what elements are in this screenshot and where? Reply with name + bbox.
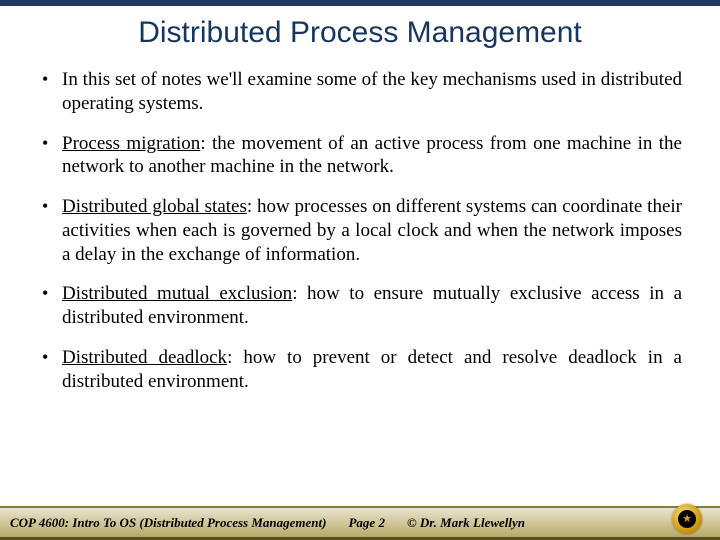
- footer-text: COP 4600: Intro To OS (Distributed Proce…: [0, 515, 525, 531]
- bullet-lead-term: Distributed deadlock: [62, 347, 227, 368]
- bullet-item: In this set of notes we'll examine some …: [38, 68, 682, 116]
- header-accent-bar: [0, 0, 720, 6]
- bullet-text: In this set of notes we'll examine some …: [62, 69, 682, 114]
- logo-star-icon: ★: [682, 514, 692, 525]
- bullet-list: In this set of notes we'll examine some …: [38, 68, 682, 393]
- content-area: In this set of notes we'll examine some …: [0, 68, 720, 393]
- footer-course: COP 4600: Intro To OS (Distributed Proce…: [10, 515, 326, 531]
- logo-inner-circle: ★: [678, 510, 696, 528]
- bullet-item: Distributed deadlock: how to prevent or …: [38, 346, 682, 394]
- bullet-lead-term: Distributed mutual exclusion: [62, 283, 292, 304]
- footer-bar: COP 4600: Intro To OS (Distributed Proce…: [0, 506, 720, 540]
- footer-author: © Dr. Mark Llewellyn: [407, 515, 525, 531]
- bullet-lead-term: Distributed global states: [62, 196, 247, 217]
- bullet-item: Distributed mutual exclusion: how to ens…: [38, 282, 682, 330]
- page-title: Distributed Process Management: [0, 16, 720, 50]
- footer-page: Page 2: [348, 515, 384, 531]
- bullet-item: Process migration: the movement of an ac…: [38, 132, 682, 180]
- bullet-item: Distributed global states: how processes…: [38, 195, 682, 266]
- bullet-lead-term: Process migration: [62, 133, 200, 154]
- logo-outer-circle: ★: [672, 504, 702, 534]
- ucf-logo: ★: [672, 504, 706, 538]
